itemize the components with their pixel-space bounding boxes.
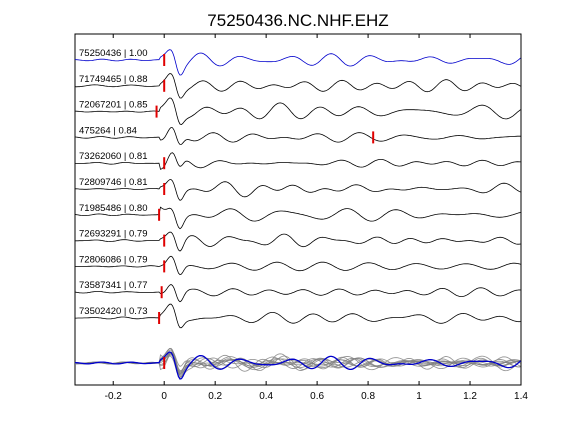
x-tick-label: 0.6 xyxy=(310,391,324,402)
chart-title: 75250436.NC.NHF.EHZ xyxy=(207,11,388,30)
trace-waveform xyxy=(74,206,521,230)
trace-waveform xyxy=(74,255,521,276)
trace-label: 72693291 | 0.79 xyxy=(79,229,148,240)
plot-area-frame xyxy=(74,33,522,386)
trace-label: 71749465 | 0.88 xyxy=(79,74,148,85)
trace-label: 75250436 | 1.00 xyxy=(79,48,148,59)
x-tick-label: 0.4 xyxy=(259,391,273,402)
trace-label: 71985486 | 0.80 xyxy=(79,203,148,214)
x-axis: -0.2 0 0.2 0.4 0.6 0.8 1 1.2 1.4 xyxy=(105,34,528,402)
trace-waveform xyxy=(74,73,521,99)
stack-reference-trace xyxy=(74,351,521,380)
trace-waveform xyxy=(75,303,521,329)
trace-label: 72806086 | 0.79 xyxy=(79,254,148,265)
trace-label: 73262060 | 0.81 xyxy=(79,151,148,162)
x-tick-label: 0.2 xyxy=(208,391,222,402)
trace-label: 73587341 | 0.77 xyxy=(79,280,148,291)
trace-waveform xyxy=(75,152,521,170)
trace-label: 475264 | 0.84 xyxy=(79,125,137,136)
x-tick-label: -0.2 xyxy=(105,391,123,402)
trace-labels-layer: 75250436 | 1.00 71749465 | 0.88 72067201 |… xyxy=(79,48,148,317)
trace-waveform xyxy=(74,284,521,303)
x-tick-label: 1 xyxy=(416,391,422,402)
traces-layer xyxy=(74,49,521,329)
trace-waveform xyxy=(74,97,521,125)
trace-label: 72809746 | 0.81 xyxy=(79,177,148,188)
x-tick-label: 1.4 xyxy=(514,391,528,402)
pick-markers-layer xyxy=(155,54,375,369)
trace-waveform xyxy=(74,231,521,252)
trace-waveform xyxy=(74,127,521,145)
trace-waveform xyxy=(74,49,521,76)
trace-label: 73502420 | 0.73 xyxy=(79,306,148,317)
trace-waveform xyxy=(75,179,521,201)
x-tick-label: 1.2 xyxy=(463,391,477,402)
stack-layer xyxy=(74,347,521,380)
trace-label: 72067201 | 0.85 xyxy=(79,100,148,111)
x-tick-label: 0.8 xyxy=(361,391,375,402)
stack-overlay-trace xyxy=(75,347,521,374)
x-tick-label: 0 xyxy=(161,391,167,402)
